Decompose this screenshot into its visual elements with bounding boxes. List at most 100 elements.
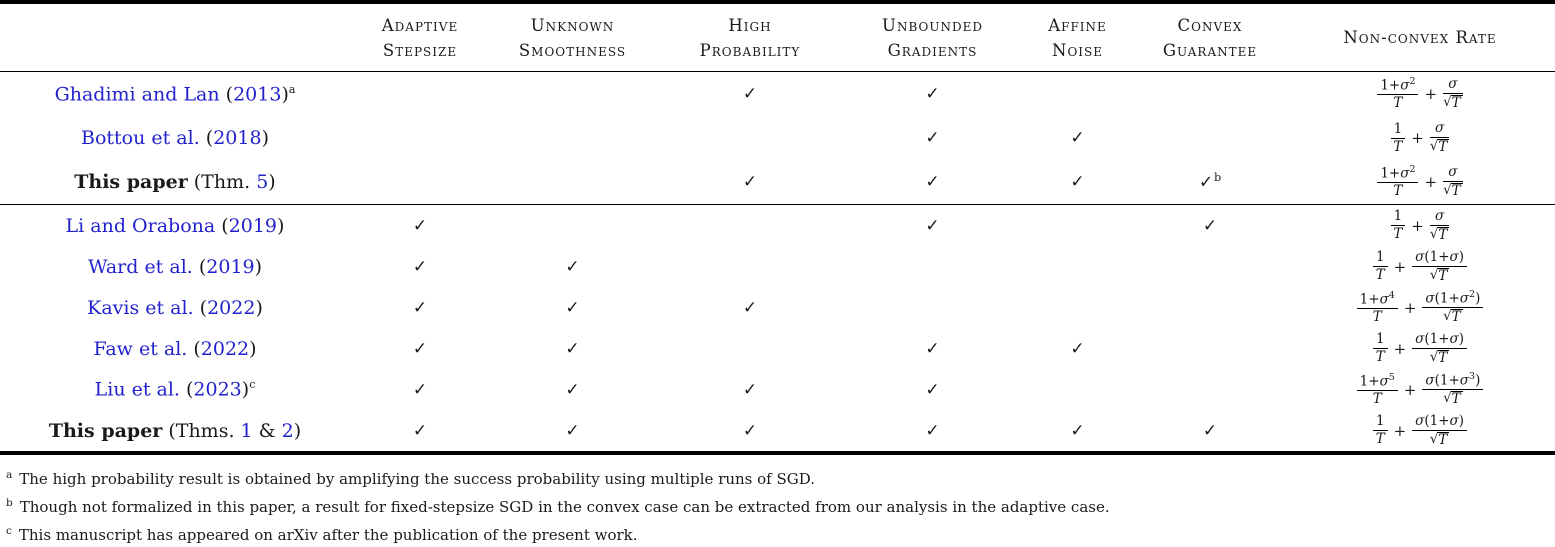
- label-text: (: [199, 127, 214, 149]
- check-icon-high-probability: ✓: [742, 297, 758, 318]
- label-text: ): [255, 296, 263, 319]
- citation-link[interactable]: Li and Orabona: [65, 214, 216, 237]
- table-row: Faw et al. (2022) ✓ ✓ ✓ ✓ 1 T + σ(1+σ) √T: [0, 328, 1555, 369]
- footnote-marker: b: [1214, 171, 1222, 185]
- check-icon-high-probability: ✓: [742, 420, 758, 441]
- header-line: Convex: [1177, 15, 1243, 35]
- rate-formula: 1+σ4 T + σ(1+σ2) √T: [1285, 290, 1555, 325]
- citation-link[interactable]: 5: [256, 171, 269, 193]
- check-icon-unknown-smoothness: ✓: [565, 379, 580, 400]
- check-icon-unbounded-gradients: ✓: [925, 128, 940, 148]
- footnote-text: Though not formalized in this paper, a r…: [19, 498, 1110, 516]
- citation-link[interactable]: 2022: [207, 296, 256, 319]
- rate-formula: 1 T + σ √T: [1285, 209, 1555, 242]
- citation-link[interactable]: 1: [240, 419, 253, 442]
- fraction: σ √T: [1443, 164, 1463, 199]
- column-header-nonconvex-rate: Non-convex Rate: [1285, 25, 1555, 50]
- table-footnotes: a The high probability result is obtained…: [0, 455, 1555, 547]
- citation-link[interactable]: Liu et al.: [94, 378, 180, 401]
- check-icon-affine-noise: ✓: [1070, 420, 1085, 441]
- label-text: (: [187, 337, 201, 360]
- citation-link[interactable]: 2019: [228, 214, 278, 237]
- citation-link[interactable]: Ghadimi and Lan: [54, 83, 220, 106]
- rate-formula: 1+σ2 T + σ √T: [1285, 165, 1555, 199]
- footnote-a: a The high probability result is obtained…: [6, 463, 1555, 491]
- label-text: ): [261, 127, 269, 149]
- label-text: ): [281, 83, 289, 106]
- column-header-convex-guarantee: Convex Guarantee: [1135, 13, 1285, 63]
- paper-citation: This paper (Thm. 5): [0, 171, 350, 193]
- header-line: Guarantee: [1162, 40, 1258, 60]
- check-icon-unbounded-gradients: ✓: [925, 420, 940, 441]
- citation-link[interactable]: Ward et al.: [87, 255, 193, 278]
- header-line: Probability: [699, 40, 801, 60]
- rate-formula: 1+σ5 T + σ(1+σ3) √T: [1285, 372, 1555, 407]
- citation-link[interactable]: 2018: [213, 127, 262, 149]
- rate-formula: 1 T + σ(1+σ) √T: [1285, 250, 1555, 283]
- table-row: Li and Orabona (2019) ✓ ✓ ✓ 1 T + σ √T: [0, 205, 1555, 246]
- check-icon-adaptive-stepsize: ✓: [412, 338, 428, 359]
- paper-citation: Li and Orabona (2019): [0, 215, 350, 237]
- citation-link[interactable]: 2019: [206, 255, 255, 278]
- citation-link[interactable]: Bottou et al.: [81, 127, 200, 149]
- bottom-rule: [0, 451, 1555, 455]
- label-text: (Thm.: [187, 171, 257, 193]
- citation-link[interactable]: 2022: [200, 337, 250, 360]
- fraction: σ √T: [1429, 207, 1450, 243]
- check-icon-convex-guarantee: ✓: [1202, 215, 1218, 236]
- table-row: This paper (Thm. 5) ✓ ✓ ✓ ✓b 1+σ2 T + σ √T: [0, 160, 1555, 204]
- check-icon-affine-noise: ✓: [1070, 172, 1085, 192]
- check-icon-unknown-smoothness: ✓: [565, 256, 580, 277]
- column-header-adaptive-stepsize: Adaptive Stepsize: [350, 13, 490, 63]
- table-row: Ward et al. (2019) ✓ ✓ 1 T + σ(1+σ) √T: [0, 246, 1555, 287]
- fraction: σ(1+σ) √T: [1412, 250, 1468, 283]
- fraction: 1+σ2 T: [1377, 77, 1419, 111]
- footnote-b: b Though not formalized in this paper, a …: [6, 491, 1555, 519]
- check-icon-adaptive-stepsize: ✓: [412, 215, 428, 236]
- label-text: ): [249, 337, 257, 360]
- header-line: Non-convex Rate: [1343, 28, 1497, 47]
- paper-citation: Faw et al. (2022): [0, 338, 350, 360]
- footnote-marker: a: [6, 469, 13, 481]
- header-line: Unbounded: [882, 15, 983, 35]
- label-text: ): [254, 255, 263, 278]
- paper-citation: Ghadimi and Lan (2013)a: [0, 83, 350, 105]
- header-line: High: [728, 15, 772, 35]
- adaptive-stepsize-group: Li and Orabona (2019) ✓ ✓ ✓ 1 T + σ √T Ward et al…: [0, 205, 1555, 451]
- column-header-high-probability: High Probability: [655, 13, 845, 63]
- header-line: Stepsize: [382, 40, 458, 60]
- paper-citation: This paper (Thms. 1 & 2): [0, 420, 350, 442]
- table-row: This paper (Thms. 1 & 2) ✓ ✓ ✓ ✓ ✓ ✓ 1 T + σ(1+σ) √…: [0, 410, 1555, 451]
- check-icon-high-probability: ✓: [742, 172, 758, 192]
- citation-link[interactable]: 2023: [193, 378, 242, 401]
- column-header-affine-noise: Affine Noise: [1020, 13, 1135, 63]
- column-header-unbounded-gradients: Unbounded Gradients: [845, 13, 1020, 63]
- table-header-row: Adaptive Stepsize Unknown Smoothness Hig…: [0, 4, 1555, 71]
- footnote-marker: b: [6, 497, 13, 509]
- check-icon-unbounded-gradients: ✓: [925, 379, 940, 400]
- footnote-text: This manuscript has appeared on arXiv af…: [18, 526, 638, 544]
- check-icon-unknown-smoothness: ✓: [565, 420, 580, 441]
- check-icon-affine-noise: ✓: [1070, 128, 1085, 148]
- label-text: ): [277, 214, 285, 237]
- fraction: σ(1+σ) √T: [1412, 332, 1468, 365]
- citation-link[interactable]: 2: [281, 419, 294, 442]
- table-row: Bottou et al. (2018) ✓ ✓ 1 T + σ √T: [0, 116, 1555, 160]
- fraction: σ(1+σ2) √T: [1422, 290, 1484, 325]
- label-text: (: [193, 296, 208, 319]
- fraction: 1+σ5 T: [1356, 372, 1398, 407]
- citation-link[interactable]: 2013: [233, 83, 282, 106]
- citation-link[interactable]: Kavis et al.: [87, 296, 194, 319]
- rate-formula: 1 T + σ(1+σ) √T: [1285, 332, 1555, 365]
- check-icon-high-probability: ✓: [742, 84, 758, 104]
- fraction: 1+σ4 T: [1356, 290, 1398, 325]
- label-text: ): [241, 378, 250, 401]
- rate-formula: 1+σ2 T + σ √T: [1285, 77, 1555, 111]
- citation-link[interactable]: Faw et al.: [93, 337, 188, 360]
- label-text: (: [215, 214, 229, 237]
- check-icon-unknown-smoothness: ✓: [565, 297, 580, 318]
